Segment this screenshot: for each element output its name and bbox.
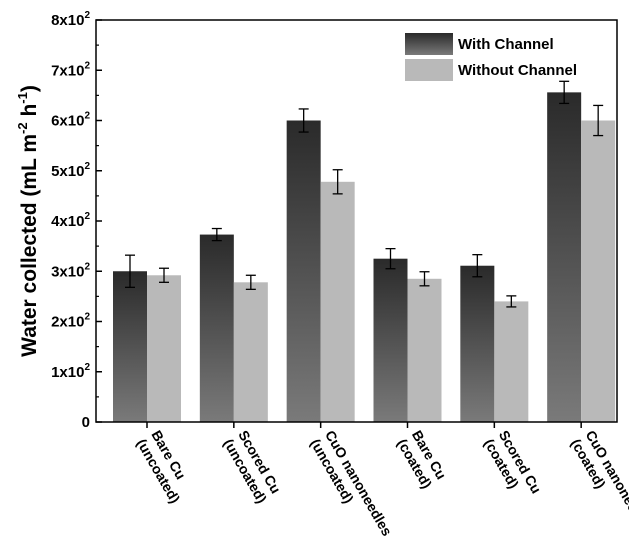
x-tick-label-3: Bare Cu(coated) <box>394 428 449 492</box>
y-tick-label-1: 1x102 <box>51 362 90 381</box>
y-axis-label: Water collected (mL m-2 h-1) <box>15 85 41 357</box>
y-tick-label-6: 6x102 <box>51 111 90 130</box>
y-tick-label-7: 7x102 <box>51 60 90 79</box>
y-axis-title: Water collected (mL m-2 h-1) <box>15 85 41 357</box>
x-tick-label-1: Scored Cu(uncoated) <box>221 428 285 506</box>
x-tick-label-4: Scored Cu(coated) <box>481 428 545 497</box>
bar-without-channel-1 <box>233 282 268 422</box>
bar-with-channel-4 <box>460 265 495 422</box>
error-bar-without-channel-3 <box>419 271 430 287</box>
y-tick-label-0: 0 <box>82 414 90 431</box>
bar-with-channel-5 <box>547 92 582 423</box>
bar-with-channel-1 <box>199 234 234 422</box>
error-bar-without-channel-1 <box>245 274 256 290</box>
legend-label-1: Without Channel <box>458 62 577 79</box>
bar-without-channel-2 <box>320 181 355 422</box>
y-axis-ticks: 0 1x102 2x102 3x102 4x102 5x102 6x102 7x102 8x10… <box>51 10 102 431</box>
x-tick-label-0: Bare Cu(uncoated) <box>134 428 189 506</box>
legend-label-0: With Channel <box>458 36 554 53</box>
error-bar-with-channel-2 <box>298 108 309 133</box>
y-tick-label-2: 2x102 <box>51 312 90 331</box>
y-tick-label-4: 4x102 <box>51 211 90 230</box>
error-bar-without-channel-0 <box>159 267 169 283</box>
y-tick-label-8: 8x102 <box>51 10 90 29</box>
error-bar-without-channel-4 <box>506 295 517 308</box>
x-tick-label-2: CuO nanoneedles(uncoated) <box>307 428 395 539</box>
error-bar-with-channel-0 <box>125 254 135 288</box>
bar-with-channel-0 <box>113 271 147 422</box>
error-bar-with-channel-5 <box>559 80 570 105</box>
legend: With Channel Without Channel <box>405 33 577 81</box>
bar-with-channel-3 <box>373 258 408 422</box>
x-axis-labels: Bare Cu(uncoated) Scored Cu(uncoated) CuO … <box>134 428 629 539</box>
error-bar-with-channel-3 <box>385 247 396 270</box>
legend-swatch-1 <box>405 59 453 81</box>
bar-without-channel-4 <box>494 301 529 422</box>
y-tick-label-5: 5x102 <box>51 161 90 180</box>
error-bar-with-channel-4 <box>472 254 483 278</box>
y-tick-label-3: 3x102 <box>51 261 90 280</box>
legend-swatch-0 <box>405 33 453 55</box>
error-bars <box>125 80 604 308</box>
error-bar-without-channel-5 <box>593 104 604 137</box>
error-bar-without-channel-2 <box>332 169 343 195</box>
bar-with-channel-2 <box>286 120 321 422</box>
bars <box>113 92 616 423</box>
bar-without-channel-5 <box>581 120 616 422</box>
error-bar-with-channel-1 <box>211 227 222 242</box>
bar-without-channel-3 <box>407 278 442 422</box>
x-tick-label-5: CuO nanoneedles(coated) <box>568 428 629 539</box>
bar-without-channel-0 <box>147 275 181 422</box>
